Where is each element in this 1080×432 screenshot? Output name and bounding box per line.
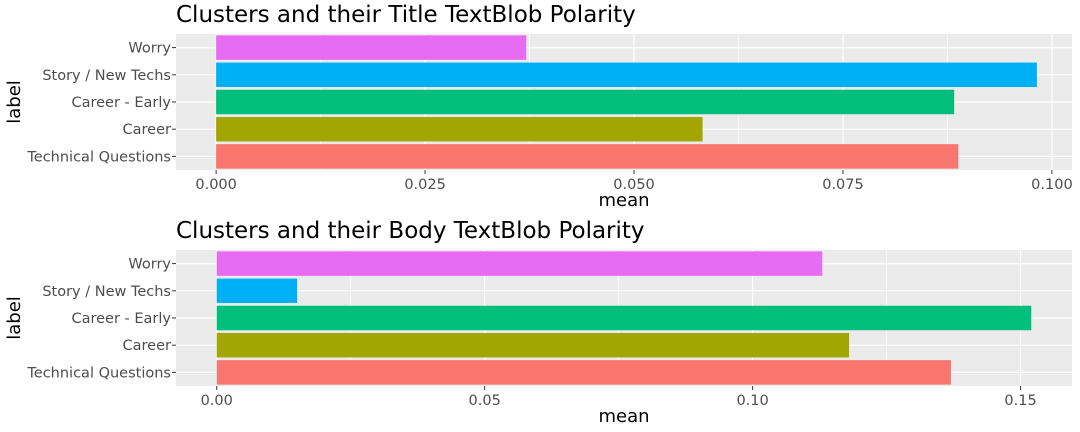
y-tick-label: Career — [123, 122, 171, 138]
x-tick-label: 0.075 — [822, 177, 864, 193]
x-tick-label: 0.15 — [1004, 393, 1036, 409]
x-axis-title: mean — [598, 190, 649, 211]
bar — [216, 305, 1032, 331]
chart-title: Clusters and their Body TextBlob Polarit… — [176, 218, 645, 244]
bar — [216, 332, 850, 358]
bar — [216, 35, 527, 60]
y-tick-label: Career - Early — [71, 95, 171, 111]
x-tick-labels: 0.000 0.025 0.050 0.075 0.100 — [195, 170, 1073, 193]
y-tick-label: Career — [123, 338, 171, 354]
x-tick-label: 0.05 — [469, 393, 501, 409]
x-tick-label: 0.10 — [736, 393, 768, 409]
x-tick-label: 0.050 — [613, 177, 655, 193]
x-tick-labels: 0.00 0.05 0.10 0.15 — [201, 386, 1037, 409]
y-tick-label: Story / New Techs — [42, 68, 171, 84]
y-tick-label: Story / New Techs — [42, 284, 171, 300]
bar — [216, 360, 951, 385]
y-tick-label: Technical Questions — [26, 365, 171, 381]
y-tick-label: Career - Early — [71, 311, 171, 327]
bar — [216, 278, 298, 304]
x-axis-title: mean — [598, 406, 649, 427]
bars — [216, 35, 1037, 169]
bars — [216, 251, 1032, 385]
bar — [216, 251, 823, 276]
y-axis-title: label — [4, 80, 25, 124]
y-tick-labels: Technical Questions Career Career - Early S… — [26, 257, 176, 381]
bar — [216, 89, 955, 115]
y-axis-title: label — [4, 296, 25, 340]
y-tick-labels: Technical Questions Career Career - Early S… — [26, 41, 176, 165]
x-tick-label: 0.000 — [195, 177, 237, 193]
x-tick-label: 0.025 — [404, 177, 446, 193]
y-tick-label: Worry — [128, 257, 171, 273]
chart-panel-title-polarity: Clusters and their Title TextBlob Polari… — [4, 2, 1073, 211]
x-tick-label: 0.100 — [1031, 177, 1073, 193]
y-tick-label: Worry — [128, 41, 171, 57]
chart-title: Clusters and their Title TextBlob Polari… — [176, 2, 636, 28]
bar — [216, 62, 1037, 88]
chart-panel-body-polarity: Clusters and their Body TextBlob Polarit… — [4, 218, 1072, 427]
x-tick-label: 0.00 — [201, 393, 233, 409]
y-tick-label: Technical Questions — [26, 149, 171, 165]
bar — [216, 144, 959, 169]
bar — [216, 116, 703, 142]
